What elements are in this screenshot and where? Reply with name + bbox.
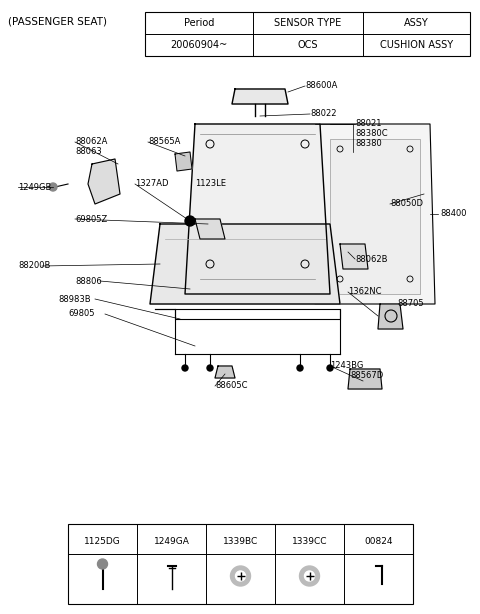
- Text: CUSHION ASSY: CUSHION ASSY: [380, 40, 453, 50]
- Text: 88050D: 88050D: [390, 200, 423, 209]
- Circle shape: [97, 559, 108, 569]
- Bar: [145, 12, 470, 56]
- Text: 20060904~: 20060904~: [170, 40, 228, 50]
- Polygon shape: [232, 89, 288, 104]
- Polygon shape: [150, 224, 340, 304]
- Circle shape: [185, 216, 195, 226]
- Text: 1249GA: 1249GA: [154, 537, 190, 546]
- Polygon shape: [348, 369, 382, 389]
- Circle shape: [207, 365, 213, 371]
- Text: 88062B: 88062B: [355, 254, 387, 263]
- Text: ASSY: ASSY: [404, 18, 429, 28]
- Text: 1339BC: 1339BC: [223, 537, 258, 546]
- Text: 1327AD: 1327AD: [135, 179, 168, 188]
- Text: 88400: 88400: [440, 209, 467, 219]
- Text: 88983B: 88983B: [58, 295, 91, 303]
- Text: 88565A: 88565A: [148, 138, 180, 147]
- Text: 1243BG: 1243BG: [330, 362, 363, 370]
- Circle shape: [182, 365, 188, 371]
- Circle shape: [297, 365, 303, 371]
- Text: 88022: 88022: [310, 109, 336, 119]
- Circle shape: [300, 566, 320, 586]
- Text: 88063: 88063: [75, 147, 102, 157]
- Text: 1125DG: 1125DG: [84, 537, 121, 546]
- Text: 00824: 00824: [364, 537, 393, 546]
- Polygon shape: [195, 219, 225, 239]
- Circle shape: [230, 566, 251, 586]
- Circle shape: [327, 365, 333, 371]
- Text: 88605C: 88605C: [215, 381, 248, 391]
- Polygon shape: [185, 124, 330, 294]
- Text: Period: Period: [184, 18, 214, 28]
- Text: 1249GB: 1249GB: [18, 182, 51, 192]
- Text: OCS: OCS: [298, 40, 318, 50]
- Circle shape: [49, 183, 57, 191]
- Polygon shape: [215, 366, 235, 378]
- Text: 88806: 88806: [75, 276, 102, 286]
- Polygon shape: [378, 304, 403, 329]
- Text: 1339CC: 1339CC: [292, 537, 327, 546]
- Text: 69805Z: 69805Z: [75, 214, 107, 223]
- Text: 88062A: 88062A: [75, 138, 108, 147]
- Polygon shape: [175, 152, 192, 171]
- Text: 88021: 88021: [355, 120, 382, 128]
- Text: 88380C: 88380C: [355, 130, 388, 139]
- Text: SENSOR TYPE: SENSOR TYPE: [275, 18, 342, 28]
- Polygon shape: [340, 244, 368, 269]
- Circle shape: [236, 571, 245, 581]
- Polygon shape: [315, 124, 435, 304]
- Bar: [330, 139, 420, 294]
- Text: 88567D: 88567D: [350, 371, 383, 381]
- Text: 1362NC: 1362NC: [348, 287, 382, 297]
- Text: 88380: 88380: [355, 139, 382, 149]
- Text: (PASSENGER SEAT): (PASSENGER SEAT): [8, 16, 107, 26]
- Text: 88705: 88705: [397, 300, 424, 308]
- Bar: [68, 524, 413, 604]
- Text: 88600A: 88600A: [305, 82, 337, 90]
- Text: 1123LE: 1123LE: [195, 179, 226, 188]
- Text: 88200B: 88200B: [18, 262, 50, 271]
- Polygon shape: [88, 159, 120, 204]
- Text: 69805: 69805: [68, 309, 95, 319]
- Circle shape: [304, 571, 314, 581]
